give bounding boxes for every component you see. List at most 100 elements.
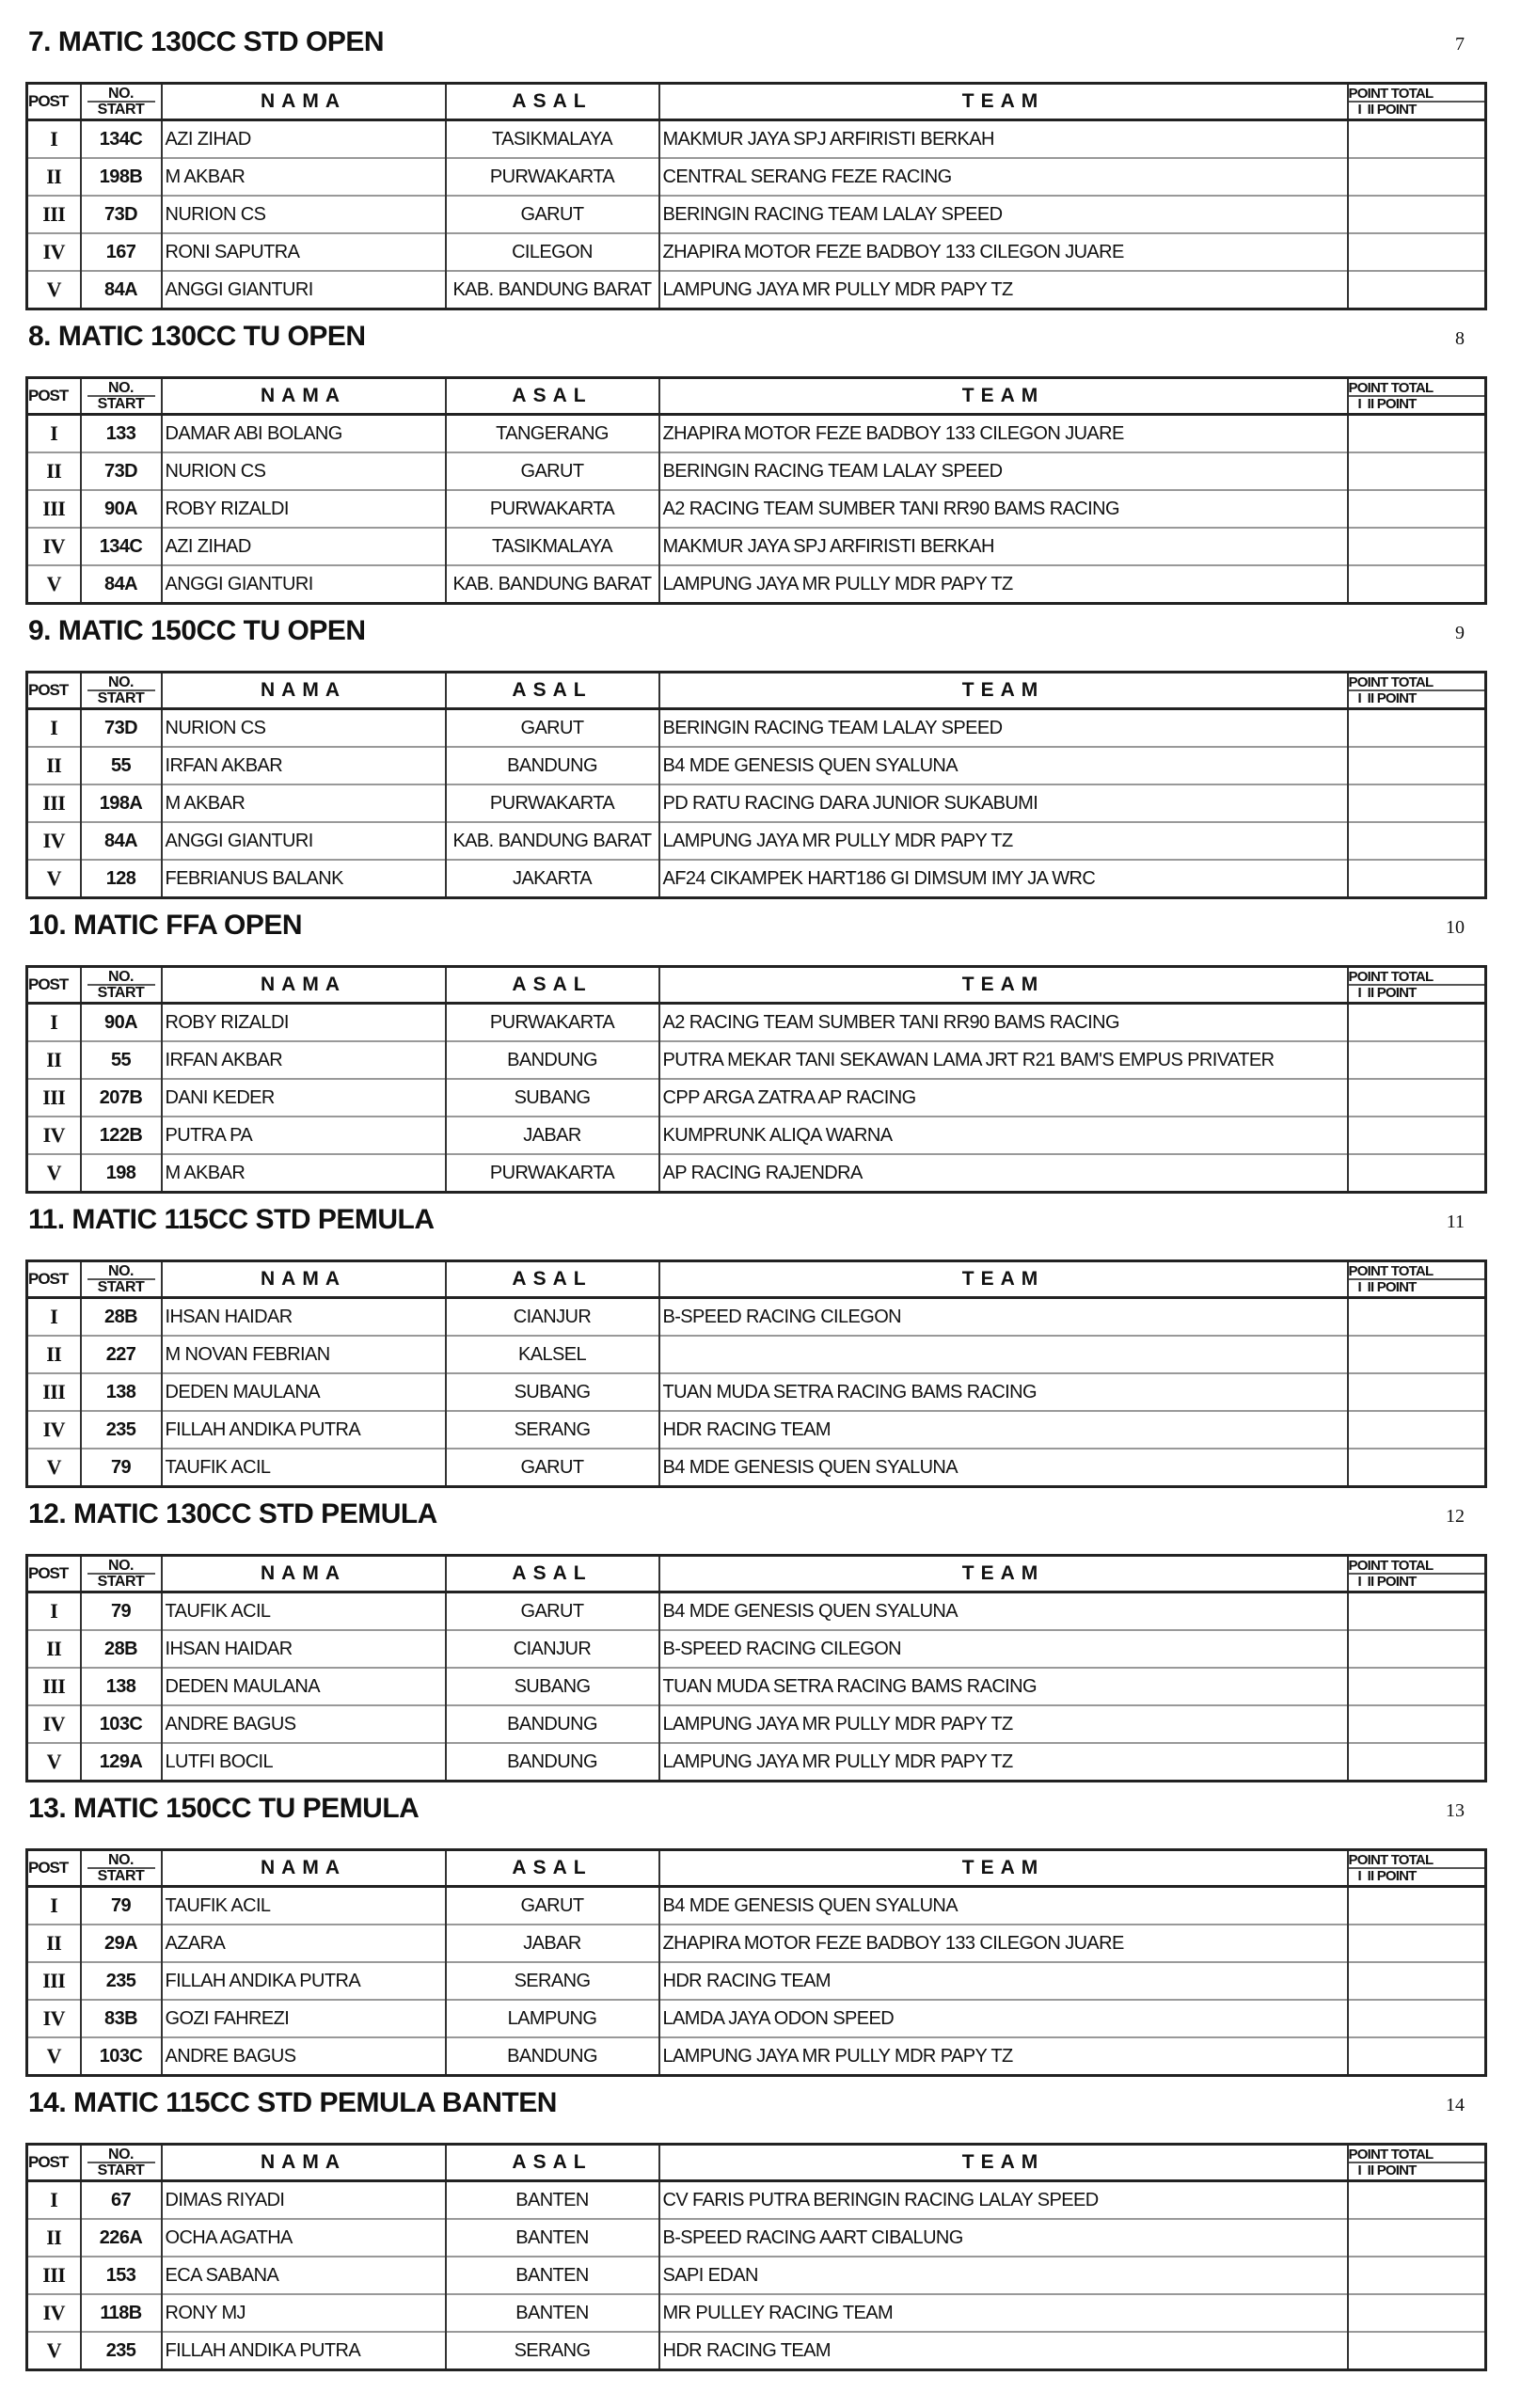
position-cell: III [25,2256,81,2294]
table-row: V 129A LUTFI BOCIL BANDUNG LAMPUNG JAYA MR P… [25,1742,1486,1782]
points-cell [1346,527,1486,565]
position-cell: V [25,270,81,309]
origin-cell: CIANJUR [444,1629,659,1668]
rider-name-cell: M NOVAN FEBRIAN [160,1335,446,1373]
position-cell: III [25,1961,81,2000]
team-cell: TUAN MUDA SETRA RACING BAMS RACING [658,1667,1348,1705]
class-title: 8. MATIC 130CC TU OPEN [28,321,366,352]
results-table: POST NO. START NAMA ASAL TEAM POINT TOTAL I II … [25,1554,1487,1782]
race-class-section: 13. MATIC 150CC TU PEMULA 13 POST NO. START N… [0,1791,1521,2085]
points-cell [1346,1116,1486,1154]
rider-name-cell: RONY MJ [160,2293,446,2332]
header-post: POST [25,1849,81,1888]
position-cell: II [25,1040,81,1079]
table-row: V 235 FILLAH ANDIKA PUTRA SERANG HDR RACING … [25,2331,1486,2370]
header-nama: NAMA [160,83,446,121]
header-nama: NAMA [160,966,446,1005]
team-cell: A2 RACING TEAM SUMBER TANI RR90 BAMS RAC… [658,1003,1348,1041]
points-cell [1346,1667,1486,1705]
origin-cell: PURWAKARTA [444,1153,659,1193]
start-number-cell: 129A [79,1742,162,1782]
table-row: V 84A ANGGI GIANTURI KAB. BANDUNG BARAT LAMP… [25,564,1486,604]
table-row: III 90A ROBY RIZALDI PURWAKARTA A2 RACING TE… [25,489,1486,528]
rider-name-cell: ROBY RIZALDI [160,1003,446,1041]
rider-name-cell: NURION CS [160,708,446,747]
table-row: V 103C ANDRE BAGUS BANDUNG LAMPUNG JAYA MR P… [25,2036,1486,2076]
start-number-cell: 103C [79,2036,162,2076]
team-cell: LAMPUNG JAYA MR PULLY MDR PAPY TZ [658,564,1348,604]
origin-cell: GARUT [444,1886,659,1925]
table-header-row: POST NO. START NAMA ASAL TEAM POINT TOTAL I II … [25,966,1486,1005]
race-class-section: 12. MATIC 130CC STD PEMULA 12 POST NO. START… [0,1497,1521,1791]
origin-cell: JABAR [444,1116,659,1154]
position-cell: IV [25,1410,81,1449]
header-post: POST [25,966,81,1005]
results-table: POST NO. START NAMA ASAL TEAM POINT TOTAL I II … [25,965,1487,1194]
points-cell [1346,2331,1486,2370]
team-cell: LAMPUNG JAYA MR PULLY MDR PAPY TZ [658,821,1348,860]
start-number-cell: 73D [79,195,162,233]
start-number-cell: 122B [79,1116,162,1154]
table-row: III 138 DEDEN MAULANA SUBANG TUAN MUDA SETRA… [25,1667,1486,1705]
rider-name-cell: LUTFI BOCIL [160,1742,446,1782]
rider-name-cell: PUTRA PA [160,1116,446,1154]
origin-cell: GARUT [444,1448,659,1487]
position-cell: V [25,1448,81,1487]
rider-name-cell: FILLAH ANDIKA PUTRA [160,2331,446,2370]
header-start: START [97,2162,145,2178]
points-cell [1346,821,1486,860]
header-no: NO. [87,87,155,103]
race-class-section: 9. MATIC 150CC TU OPEN 9 POST NO. START NAMA A… [0,613,1521,908]
header-team: TEAM [658,1555,1348,1593]
points-cell [1346,784,1486,822]
points-cell [1346,119,1486,158]
header-no-start: NO. START [79,1849,162,1888]
header-point-total: POINT TOTAL [1349,1853,1484,1869]
header-team: TEAM [658,1260,1348,1299]
position-cell: II [25,1629,81,1668]
race-class-section: 7. MATIC 130CC STD OPEN 7 POST NO. START NAMA… [0,24,1521,319]
points-cell [1346,1629,1486,1668]
header-post: POST [25,672,81,710]
header-asal: ASAL [444,377,659,416]
table-row: III 198A M AKBAR PURWAKARTA PD RATU RACING D… [25,784,1486,822]
header-point-rounds: I II POINT [1357,690,1418,706]
table-row: I 133 DAMAR ABI BOLANG TANGERANG ZHAPIRA MOT… [25,414,1486,452]
team-cell: ZHAPIRA MOTOR FEZE BADBOY 133 CILEGON JU… [658,414,1348,452]
origin-cell: KALSEL [444,1335,659,1373]
team-cell: HDR RACING TEAM [658,1410,1348,1449]
start-number-cell: 79 [79,1886,162,1925]
team-cell: AF24 CIKAMPEK HART186 GI DIMSUM IMY JA W… [658,859,1348,898]
table-row: V 84A ANGGI GIANTURI KAB. BANDUNG BARAT LAMP… [25,270,1486,309]
points-cell [1346,489,1486,528]
start-number-cell: 83B [79,1999,162,2037]
header-no: NO. [87,1853,155,1869]
start-number-cell: 153 [79,2256,162,2294]
start-number-cell: 226A [79,2218,162,2257]
position-cell: IV [25,1704,81,1743]
start-number-cell: 28B [79,1629,162,1668]
class-title: 12. MATIC 130CC STD PEMULA [28,1498,437,1529]
header-start: START [97,1574,145,1590]
table-row: IV 167 RONI SAPUTRA CILEGON ZHAPIRA MOTOR FE… [25,232,1486,271]
start-number-cell: 79 [79,1592,162,1630]
origin-cell: BANDUNG [444,1040,659,1079]
start-number-cell: 128 [79,859,162,898]
team-cell: B4 MDE GENESIS QUEN SYALUNA [658,746,1348,784]
class-title: 7. MATIC 130CC STD OPEN [28,26,385,57]
header-asal: ASAL [444,1555,659,1593]
start-number-cell: 28B [79,1297,162,1336]
points-cell [1346,452,1486,490]
team-cell: PD RATU RACING DARA JUNIOR SUKABUMI [658,784,1348,822]
class-number: 9 [1455,623,1465,643]
header-points: POINT TOTAL I II POINT [1346,2144,1486,2182]
header-no-start: NO. START [79,1555,162,1593]
rider-name-cell: ANDRE BAGUS [160,2036,446,2076]
team-cell: HDR RACING TEAM [658,1961,1348,2000]
start-number-cell: 79 [79,1448,162,1487]
team-cell: MAKMUR JAYA SPJ ARFIRISTI BERKAH [658,119,1348,158]
team-cell: LAMPUNG JAYA MR PULLY MDR PAPY TZ [658,1742,1348,1782]
class-number: 7 [1455,34,1465,55]
results-table: POST NO. START NAMA ASAL TEAM POINT TOTAL I II … [25,2143,1487,2371]
header-no-start: NO. START [79,83,162,121]
